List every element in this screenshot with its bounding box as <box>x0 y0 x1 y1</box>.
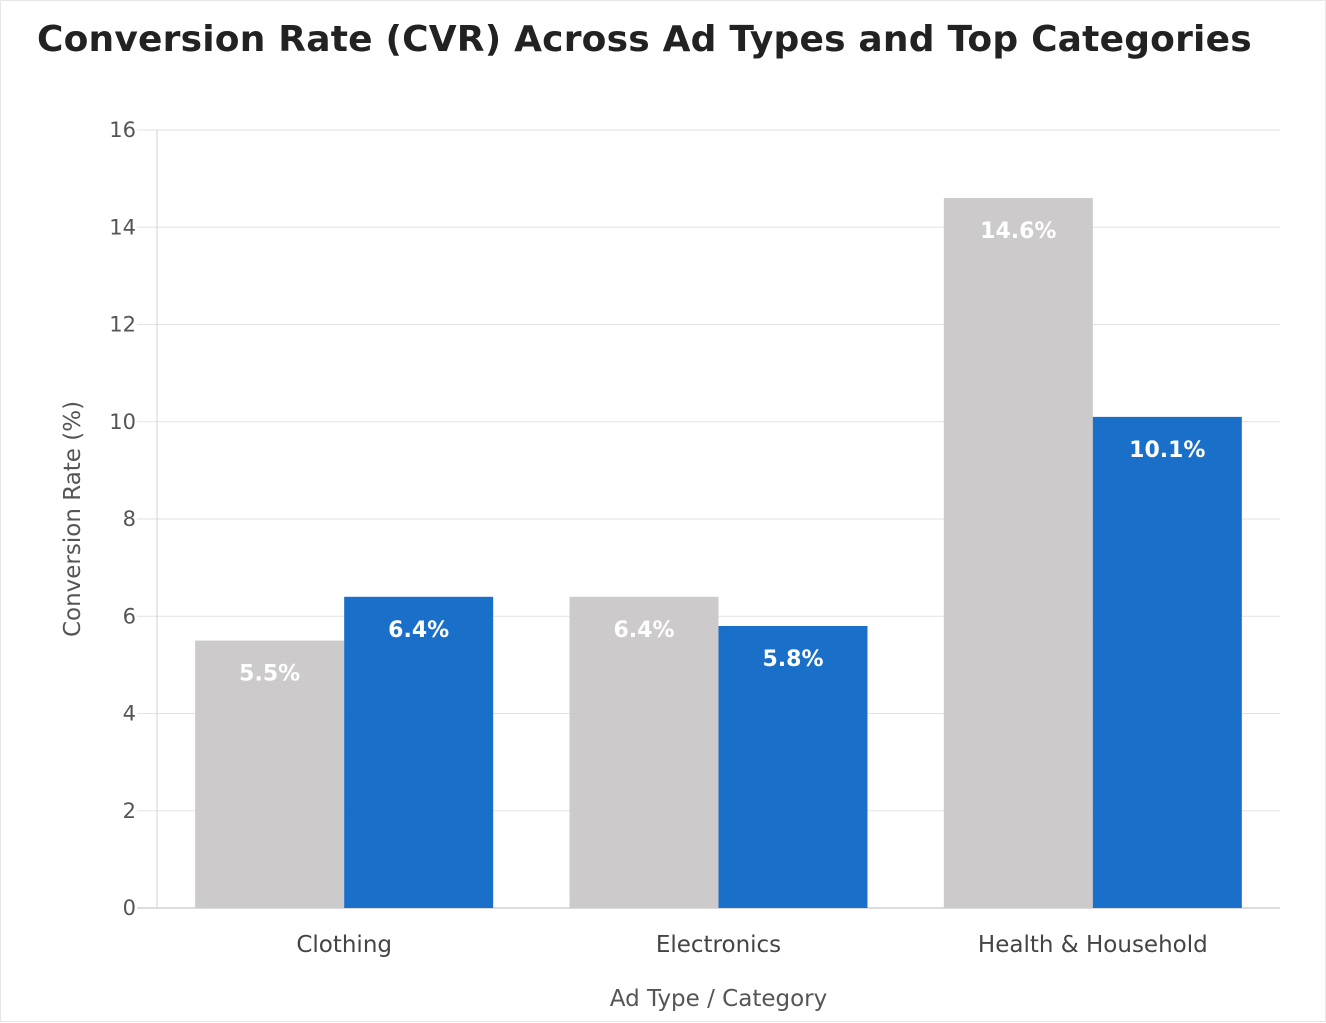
y-tick-label: 2 <box>123 799 136 823</box>
y-axis-label: Conversion Rate (%) <box>60 401 86 637</box>
bar <box>569 596 719 908</box>
bar <box>718 625 868 908</box>
x-tick-label: Electronics <box>656 932 781 958</box>
y-tick-label: 16 <box>109 118 136 142</box>
bar <box>195 640 345 908</box>
bar-value-label: 5.5% <box>239 662 300 687</box>
bar-value-label: 10.1% <box>1129 438 1205 463</box>
bar-value-label: 5.8% <box>762 647 823 672</box>
bar-value-label: 6.4% <box>388 618 449 643</box>
bar <box>943 198 1093 908</box>
bar <box>1092 416 1242 908</box>
y-tick-label: 4 <box>123 702 136 726</box>
y-tick-label: 12 <box>109 313 136 337</box>
x-tick-label: Health & Household <box>978 932 1208 958</box>
bar-value-label: 6.4% <box>613 618 674 643</box>
y-tick-label: 8 <box>123 507 136 531</box>
y-tick-label: 0 <box>123 896 136 920</box>
chart-title: Conversion Rate (CVR) Across Ad Types an… <box>37 19 1252 60</box>
bar-value-label: 14.6% <box>980 219 1056 244</box>
x-axis-label: Ad Type / Category <box>610 986 828 1012</box>
y-tick-label: 14 <box>109 215 136 239</box>
y-tick-label: 6 <box>123 604 136 628</box>
bar <box>344 596 494 908</box>
x-tick-label: Clothing <box>296 932 392 958</box>
y-tick-label: 10 <box>109 410 136 434</box>
